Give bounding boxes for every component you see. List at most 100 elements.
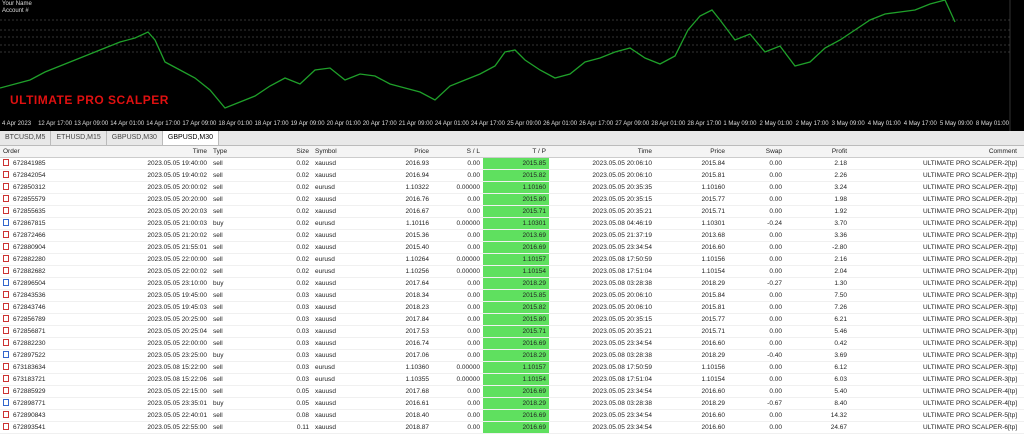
column-header[interactable]: Size bbox=[296, 148, 309, 155]
order-row[interactable]: 672856789 2023.05.05 20:25:00 sell 0.03 xauu… bbox=[0, 314, 1024, 326]
order-row[interactable]: 672885929 2023.05.05 22:15:00 sell 0.05 xauu… bbox=[0, 386, 1024, 398]
cell-text: 0.02 bbox=[296, 196, 309, 203]
cell: 1.10116 bbox=[385, 218, 432, 229]
cell-text: 7.50 bbox=[834, 292, 847, 299]
time-tick: 26 Apr 01:00 bbox=[543, 121, 578, 127]
column-header[interactable]: Comment bbox=[988, 148, 1017, 155]
cell-text: sell bbox=[213, 208, 223, 215]
cell-text: 2023.05.08 15:22:00 bbox=[147, 364, 207, 371]
order-icon bbox=[3, 231, 9, 238]
cell: 2015.71 bbox=[655, 326, 728, 337]
cell-text: 672856871 bbox=[13, 328, 46, 335]
cell: 7.50 bbox=[785, 290, 850, 301]
cell-text: 2017.53 bbox=[405, 328, 430, 335]
order-row[interactable]: 673183721 2023.05.08 15:22:06 sell 0.03 euru… bbox=[0, 374, 1024, 386]
cell-text: 2023.05.05 20:25:04 bbox=[147, 328, 207, 335]
order-row[interactable]: 672882230 2023.05.05 22:00:00 sell 0.03 xauu… bbox=[0, 338, 1024, 350]
cell: 2023.05.05 21:55:01 bbox=[110, 242, 210, 253]
cell: 673183634 bbox=[0, 362, 110, 373]
cell: 0.00 bbox=[432, 242, 483, 253]
chart-tab[interactable]: BTCUSD,M5 bbox=[0, 131, 52, 145]
order-row[interactable]: 672867815 2023.05.05 21:00:03 buy 0.02 eurus… bbox=[0, 218, 1024, 230]
order-row[interactable]: 672850312 2023.05.05 20:00:02 sell 0.02 euru… bbox=[0, 182, 1024, 194]
column-header[interactable]: Swap bbox=[765, 148, 782, 155]
order-row[interactable]: 672882682 2023.05.05 22:00:02 sell 0.02 euru… bbox=[0, 266, 1024, 278]
cell-text: 0.03 bbox=[296, 316, 309, 323]
cell: 0.00 bbox=[728, 182, 785, 193]
order-row[interactable]: 672896504 2023.05.05 23:10:00 buy 0.02 xauus… bbox=[0, 278, 1024, 290]
cell: 2013.69 bbox=[483, 230, 549, 241]
cell: -0.24 bbox=[728, 218, 785, 229]
cell-text: 2023.05.08 17:51:04 bbox=[592, 268, 652, 275]
cell-text: 2023.05.05 20:06:10 bbox=[592, 292, 652, 299]
cell-text: 672842054 bbox=[13, 172, 46, 179]
order-row[interactable]: 672843536 2023.05.05 19:45:00 sell 0.03 xauu… bbox=[0, 290, 1024, 302]
order-icon bbox=[3, 315, 9, 322]
column-header[interactable]: Order bbox=[3, 148, 20, 155]
column-header[interactable]: Price bbox=[710, 148, 725, 155]
order-row[interactable]: 672893541 2023.05.05 22:55:00 sell 0.11 xauu… bbox=[0, 422, 1024, 434]
order-row[interactable]: 672841985 2023.05.05 19:40:00 sell 0.02 xauu… bbox=[0, 158, 1024, 170]
cell-text: ULTIMATE PRO SCALPER-4[tp] bbox=[922, 388, 1017, 395]
column-header[interactable]: S / L bbox=[466, 148, 480, 155]
cell-text: ULTIMATE PRO SCALPER-2[tp] bbox=[922, 184, 1017, 191]
cell-text: 0.00 bbox=[769, 364, 782, 371]
column-header[interactable]: Time bbox=[192, 148, 207, 155]
cell-text: xauusd bbox=[315, 208, 336, 215]
cell-text: 0.02 bbox=[296, 184, 309, 191]
cell-text: sell bbox=[213, 244, 223, 251]
column-header[interactable]: Symbol bbox=[315, 148, 337, 155]
cell: 0.00 bbox=[432, 230, 483, 241]
cell-text: 2016.94 bbox=[405, 172, 430, 179]
cell-text: 2023.05.05 23:35:01 bbox=[147, 400, 207, 407]
price-plot bbox=[0, 0, 1011, 131]
cell: 2023.05.05 23:34:54 bbox=[549, 338, 655, 349]
cell: 2015.71 bbox=[483, 206, 549, 217]
order-row[interactable]: 672890843 2023.05.05 22:40:01 sell 0.08 xauu… bbox=[0, 410, 1024, 422]
column-header[interactable]: T / P bbox=[532, 148, 546, 155]
cell-text: 0.05 bbox=[296, 400, 309, 407]
cell-text: 2023.05.08 03:28:38 bbox=[592, 352, 652, 359]
cell-text: 2023.05.05 22:40:01 bbox=[147, 412, 207, 419]
cell: 1.10322 bbox=[385, 182, 432, 193]
cell-text: -2.80 bbox=[832, 244, 847, 251]
cell-text: xauusd bbox=[315, 412, 336, 419]
order-icon bbox=[3, 243, 9, 250]
order-row[interactable]: 672842054 2023.05.05 19:40:02 sell 0.02 xauu… bbox=[0, 170, 1024, 182]
chart-tab[interactable]: GBPUSD,M30 bbox=[107, 131, 163, 145]
cell-text: 0.02 bbox=[296, 268, 309, 275]
cell-text: ULTIMATE PRO SCALPER-2[tp] bbox=[922, 232, 1017, 239]
order-icon bbox=[3, 183, 9, 190]
cell-text: 1.30 bbox=[834, 280, 847, 287]
cell-text: 2023.05.05 21:00:03 bbox=[147, 220, 207, 227]
order-row[interactable]: 672855579 2023.05.05 20:20:00 sell 0.02 xauu… bbox=[0, 194, 1024, 206]
cell-text: 0.00 bbox=[467, 160, 480, 167]
cell: 2023.05.05 20:25:00 bbox=[110, 314, 210, 325]
cell: xauusd bbox=[312, 338, 385, 349]
order-row[interactable]: 672843746 2023.05.05 19:45:03 sell 0.03 xauu… bbox=[0, 302, 1024, 314]
order-row[interactable]: 672897522 2023.05.05 23:25:00 buy 0.03 xauus… bbox=[0, 350, 1024, 362]
chart-tab[interactable]: ETHUSD,M15 bbox=[51, 131, 107, 145]
order-row[interactable]: 672855635 2023.05.05 20:20:03 sell 0.02 xauu… bbox=[0, 206, 1024, 218]
column-header[interactable]: Type bbox=[213, 148, 228, 155]
chart-tab[interactable]: GBPUSD,M30 bbox=[162, 131, 220, 145]
cell-text: 1.10301 bbox=[522, 220, 547, 227]
order-row[interactable]: 672856871 2023.05.05 20:25:04 sell 0.03 xauu… bbox=[0, 326, 1024, 338]
order-row[interactable]: 672880904 2023.05.05 21:55:01 sell 0.02 xauu… bbox=[0, 242, 1024, 254]
cell: 0.03 bbox=[265, 350, 312, 361]
cell: ULTIMATE PRO SCALPER-2[tp] bbox=[850, 242, 1020, 253]
cell: 8.40 bbox=[785, 398, 850, 409]
order-row[interactable]: 672898771 2023.05.05 23:35:01 buy 0.05 xauus… bbox=[0, 398, 1024, 410]
column-header[interactable]: Price bbox=[414, 148, 429, 155]
order-row[interactable]: 672882280 2023.05.05 22:00:00 sell 0.02 euru… bbox=[0, 254, 1024, 266]
time-axis: 4 Apr 2023 12 Apr 17:00 13 Apr 09:00 14 Apr… bbox=[0, 119, 1010, 131]
order-row[interactable]: 673183634 2023.05.08 15:22:00 sell 0.03 euru… bbox=[0, 362, 1024, 374]
cell-text: 2023.05.05 20:06:10 bbox=[592, 160, 652, 167]
cell: 0.02 bbox=[265, 170, 312, 181]
column-header[interactable]: Time bbox=[637, 148, 652, 155]
order-row[interactable]: 672872466 2023.05.05 21:20:02 sell 0.02 xauu… bbox=[0, 230, 1024, 242]
column-header[interactable]: Profit bbox=[831, 148, 847, 155]
cell-text: 2023.05.05 20:00:02 bbox=[147, 184, 207, 191]
cell: 0.00 bbox=[432, 290, 483, 301]
order-icon bbox=[3, 303, 9, 310]
